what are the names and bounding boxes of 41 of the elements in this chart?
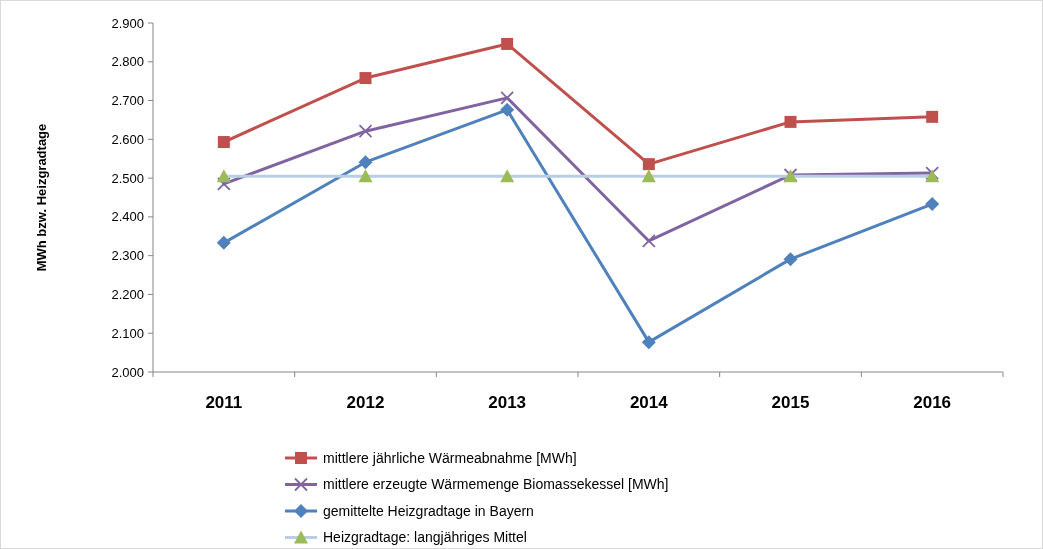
x-tick-label: 2013 bbox=[488, 393, 527, 412]
legend-label: gemittelte Heizgradtage in Bayern bbox=[323, 502, 534, 519]
x-tick-label: 2011 bbox=[205, 393, 243, 412]
point bbox=[216, 235, 231, 250]
x-tick-label: 2012 bbox=[346, 393, 385, 412]
y-axis-title: MWh bzw. Heizgradtage bbox=[34, 123, 49, 272]
point bbox=[500, 169, 515, 183]
point bbox=[358, 155, 373, 170]
point bbox=[641, 335, 656, 350]
point bbox=[784, 115, 797, 128]
y-tick-label: 2.200 bbox=[111, 286, 144, 302]
legend-label: mittlere erzeugte Wärmemenge Biomassekessel [MWh] bbox=[323, 476, 669, 493]
point bbox=[925, 197, 940, 212]
point bbox=[641, 234, 656, 248]
point bbox=[358, 124, 373, 139]
point bbox=[358, 169, 373, 183]
y-tick-label: 2.100 bbox=[111, 325, 144, 341]
y-tick-label: 2.800 bbox=[111, 54, 144, 70]
point bbox=[501, 37, 514, 50]
point bbox=[500, 102, 515, 117]
y-tick-label: 2.700 bbox=[111, 93, 144, 109]
x-tick-label: 2014 bbox=[629, 393, 669, 412]
legend-label: Heizgradtage: langjähriges Mittel bbox=[323, 529, 527, 546]
point bbox=[641, 169, 656, 183]
y-tick-label: 2.500 bbox=[111, 170, 144, 186]
point bbox=[783, 252, 798, 267]
y-tick-label: 2.900 bbox=[111, 15, 144, 31]
x-tick-label: 2015 bbox=[771, 393, 810, 412]
point bbox=[500, 90, 515, 105]
y-tick-label: 2.400 bbox=[111, 209, 144, 225]
y-tick-label: 2.600 bbox=[111, 131, 144, 147]
legend-label: mittlere jährliche Wärmeabnahme [MWh] bbox=[323, 449, 577, 466]
point bbox=[926, 110, 939, 123]
y-tick-label: 2.000 bbox=[111, 364, 144, 380]
y-tick-label: 2.300 bbox=[111, 248, 144, 264]
x-tick-label: 2016 bbox=[913, 393, 952, 412]
point bbox=[216, 177, 231, 191]
point bbox=[359, 72, 372, 85]
point bbox=[216, 169, 231, 183]
point bbox=[217, 136, 230, 149]
point bbox=[642, 158, 655, 171]
